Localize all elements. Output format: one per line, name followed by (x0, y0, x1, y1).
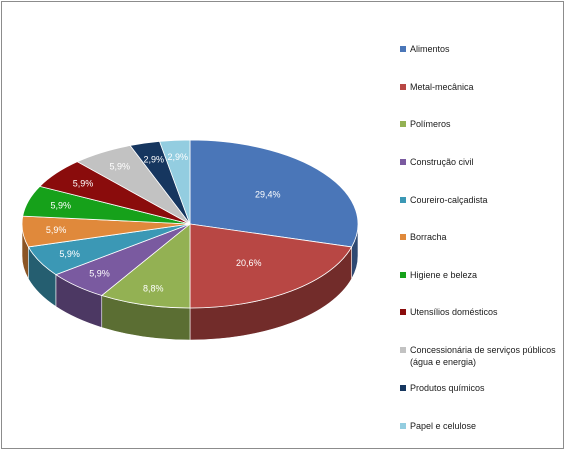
data-label-7: 5,9% (73, 178, 94, 188)
legend-label: Produtos químicos (410, 383, 485, 393)
data-label-9: 2,9% (143, 154, 164, 164)
legend-swatch (400, 234, 406, 240)
legend-item-7: Utensílios domésticos (400, 306, 560, 318)
legend-item-3: Construção civil (400, 156, 560, 168)
legend-item-6: Higiene e beleza (400, 269, 560, 281)
legend-item-0: Alimentos (400, 43, 560, 55)
pie-slice-2 (100, 223, 191, 309)
legend-item-9: Produtos químicos (400, 382, 560, 394)
legend-swatch (400, 84, 406, 90)
legend-item-8: Concessionária de serviços públicos (águ… (400, 344, 560, 368)
pie-slice-0 (189, 139, 359, 248)
data-label-10: 2,9% (168, 152, 189, 162)
legend-item-2: Polímeros (400, 118, 560, 130)
legend-swatch (400, 309, 406, 315)
legend-item-4: Coureiro-calçadista (400, 194, 560, 206)
legend-item-5: Borracha (400, 231, 560, 243)
legend-label: Utensílios domésticos (410, 307, 498, 317)
legend-swatch (400, 347, 406, 353)
data-label-3: 5,9% (89, 269, 110, 279)
data-label-5: 5,9% (46, 225, 67, 235)
legend-swatch (400, 46, 406, 52)
data-label-8: 5,9% (110, 162, 131, 172)
legend-label: Higiene e beleza (410, 270, 478, 280)
legend-swatch (400, 423, 406, 429)
legend-swatch (400, 197, 406, 203)
legend-swatch (400, 385, 406, 391)
legend-swatch (400, 121, 406, 127)
data-label-1: 20,6% (236, 258, 262, 268)
data-label-6: 5,9% (51, 200, 72, 210)
legend-item-1: Metal-mecânica (400, 81, 560, 93)
legend-label: Papel e celulose (410, 421, 477, 431)
legend-item-10: Papel e celulose (400, 420, 560, 432)
legend-swatch (400, 159, 406, 165)
legend-label: Construção civil (410, 157, 474, 167)
data-label-2: 8,8% (143, 284, 164, 294)
legend-label: Concessionária de serviços públicos (águ… (410, 345, 556, 367)
legend-label: Metal-mecânica (410, 82, 474, 92)
pie-slice-1 (189, 223, 353, 309)
legend-label: Polímeros (410, 119, 451, 129)
legend-label: Alimentos (410, 44, 450, 54)
legend-label: Coureiro-calçadista (410, 195, 488, 205)
data-label-0: 29,4% (255, 190, 281, 200)
pie-slice-10 (159, 139, 191, 225)
legend-swatch (400, 272, 406, 278)
legend-label: Borracha (410, 232, 447, 242)
data-label-4: 5,9% (59, 249, 80, 259)
chart-legend: Alimentos Metal-mecânica Polímeros Construç… (400, 0, 566, 452)
